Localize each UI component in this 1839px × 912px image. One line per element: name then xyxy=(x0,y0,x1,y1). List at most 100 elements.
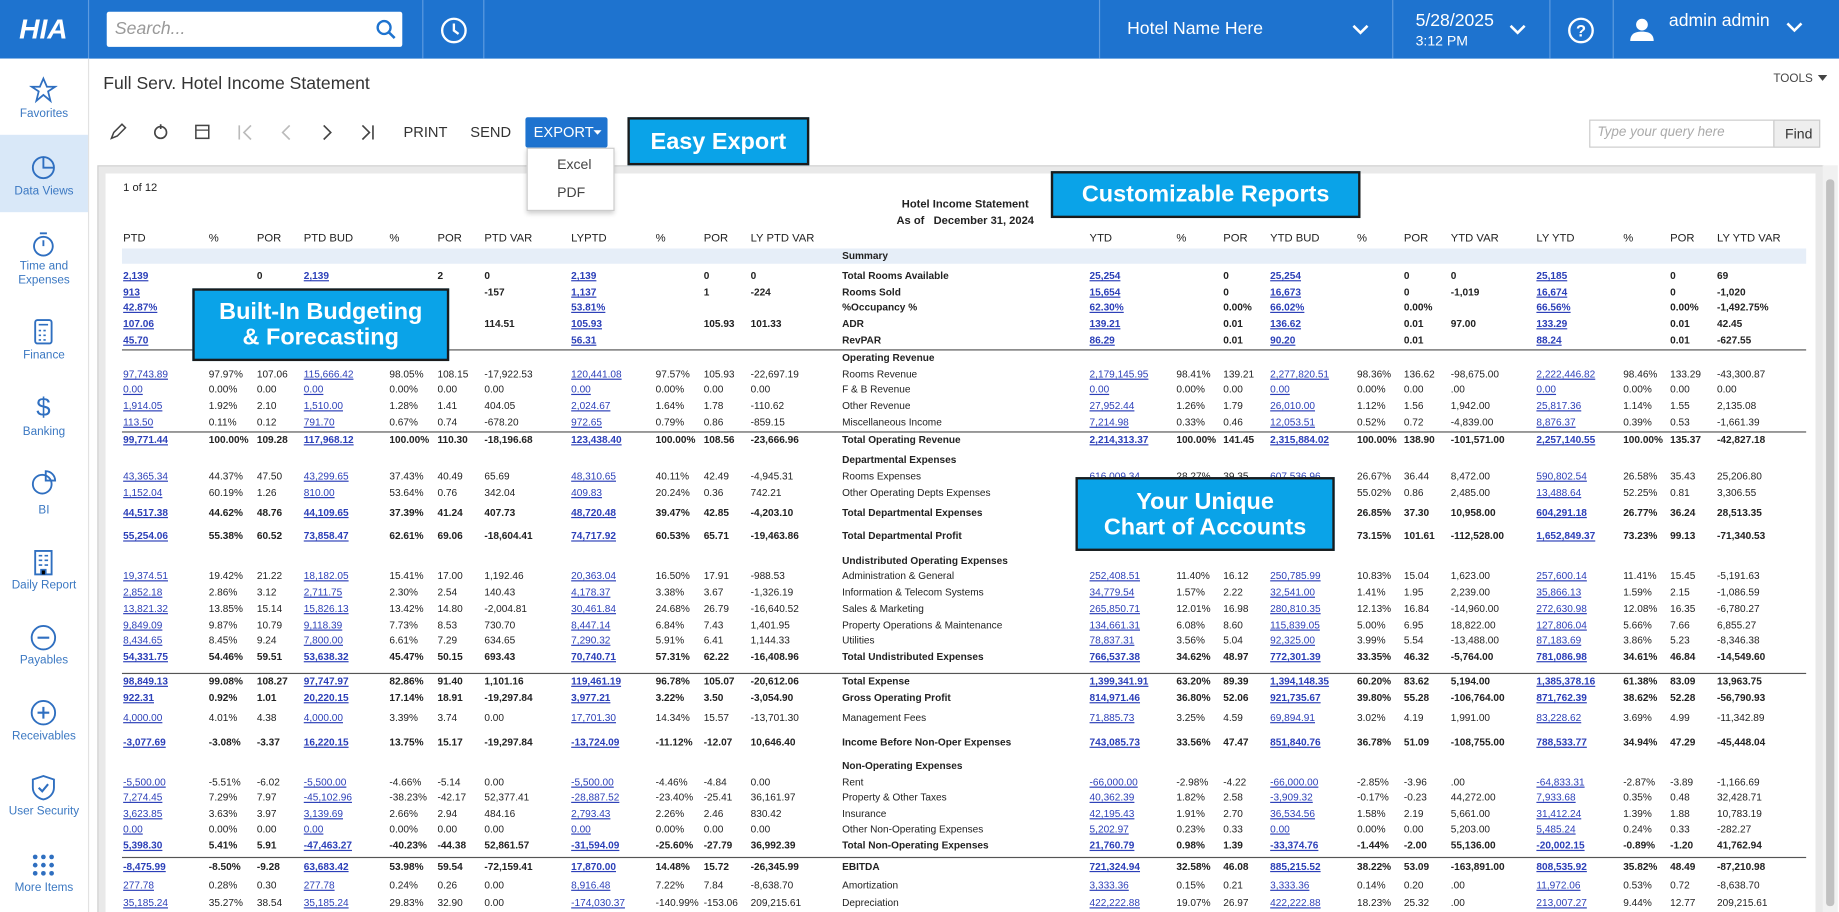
amount-link[interactable]: 3,333.36 xyxy=(1089,879,1129,891)
amount-link[interactable]: 44,517.38 xyxy=(123,506,168,519)
amount-link[interactable]: 0.00 xyxy=(303,383,324,396)
amount-link[interactable]: 70,740.71 xyxy=(571,650,617,663)
amount-link[interactable]: 115,666.42 xyxy=(303,368,354,380)
amount-link[interactable]: -20,002.15 xyxy=(1536,839,1585,852)
amount-link[interactable]: 0.00 xyxy=(1270,383,1290,396)
amount-link[interactable]: 69,894.91 xyxy=(1270,711,1316,724)
amount-link[interactable]: -3,909.32 xyxy=(1270,791,1313,803)
amount-link[interactable]: 8,876.37 xyxy=(1536,416,1576,428)
amount-link[interactable]: 1,652,849.37 xyxy=(1536,529,1596,542)
amount-link[interactable]: 4,178.37 xyxy=(571,586,611,598)
amount-link[interactable]: 1,399,341.91 xyxy=(1089,675,1149,687)
amount-link[interactable]: 3,333.36 xyxy=(1270,879,1310,891)
amount-link[interactable]: 1,137 xyxy=(571,286,597,298)
amount-link[interactable]: -13,724.09 xyxy=(571,736,620,748)
amount-link[interactable]: 2,024.67 xyxy=(571,399,611,412)
amount-link[interactable]: 808,535.92 xyxy=(1536,860,1587,873)
amount-link[interactable]: 42.87% xyxy=(123,301,158,313)
amount-link[interactable]: 48,310.65 xyxy=(571,470,617,482)
amount-link[interactable]: 590,802.54 xyxy=(1536,470,1587,482)
amount-link[interactable]: 42,195.43 xyxy=(1089,807,1135,820)
amount-link[interactable]: 871,762.39 xyxy=(1536,691,1587,704)
amount-link[interactable]: 25,817.36 xyxy=(1536,399,1582,412)
amount-link[interactable]: 0.00 xyxy=(123,822,143,835)
amount-link[interactable]: 743,085.73 xyxy=(1089,736,1141,748)
amount-link[interactable]: 25,254 xyxy=(1270,269,1302,282)
amount-link[interactable]: 139.21 xyxy=(1089,317,1121,330)
send-button[interactable]: SEND xyxy=(470,124,512,141)
nav-icon[interactable]: $ xyxy=(29,393,57,421)
amount-link[interactable]: 0.00 xyxy=(303,822,324,835)
amount-link[interactable]: 27,952.44 xyxy=(1089,399,1135,412)
nav-icon[interactable] xyxy=(29,774,57,802)
amount-link[interactable]: 99,771.44 xyxy=(123,433,168,446)
amount-link[interactable]: 113.50 xyxy=(123,416,154,428)
amount-link[interactable]: 66.02% xyxy=(1270,301,1305,313)
amount-link[interactable]: 1,385,378.16 xyxy=(1536,675,1596,687)
tools-menu[interactable]: TOOLS xyxy=(1773,72,1813,86)
amount-link[interactable]: 127,806.04 xyxy=(1536,618,1587,631)
date[interactable]: 5/28/2025 xyxy=(1415,10,1494,31)
amount-link[interactable]: 921,735.67 xyxy=(1270,691,1321,704)
amount-link[interactable]: 791.70 xyxy=(303,416,335,428)
amount-link[interactable]: 11,972.06 xyxy=(1536,879,1581,891)
amount-link[interactable]: 63,683.42 xyxy=(303,860,349,873)
nav-label[interactable]: Time and Expenses xyxy=(18,260,70,288)
amount-link[interactable]: 7,214.98 xyxy=(1089,416,1129,428)
amount-link[interactable]: -5,500.00 xyxy=(303,776,347,788)
amount-link[interactable]: 3,623.85 xyxy=(123,807,163,820)
amount-link[interactable]: 252,408.51 xyxy=(1089,569,1141,582)
amount-link[interactable]: 12,053.51 xyxy=(1270,416,1316,428)
amount-link[interactable]: 30,461.84 xyxy=(571,602,617,615)
amount-link[interactable]: 5,202.97 xyxy=(1089,822,1129,835)
amount-link[interactable]: 9,849.09 xyxy=(123,618,163,631)
amount-link[interactable]: 115,839.05 xyxy=(1270,618,1320,631)
amount-link[interactable]: 13,821.32 xyxy=(123,602,168,615)
amount-link[interactable]: 16,674 xyxy=(1536,286,1568,298)
amount-link[interactable]: 92,325.00 xyxy=(1270,634,1316,646)
amount-link[interactable]: 44,109.65 xyxy=(303,506,349,519)
amount-link[interactable]: 277.78 xyxy=(303,879,335,891)
amount-link[interactable]: 90.20 xyxy=(1270,334,1296,346)
amount-link[interactable]: 5,398.30 xyxy=(123,839,163,852)
amount-link[interactable]: 16,673 xyxy=(1270,286,1302,298)
amount-link[interactable]: 2,139 xyxy=(123,269,149,282)
find-button[interactable]: Find xyxy=(1773,119,1821,148)
nav-label[interactable]: Finance xyxy=(23,349,65,363)
nav-label[interactable]: User Security xyxy=(8,805,80,819)
amount-link[interactable]: 2,852.18 xyxy=(123,586,163,598)
amount-link[interactable]: 78,837.31 xyxy=(1089,634,1135,646)
nav-icon[interactable] xyxy=(29,851,57,879)
amount-link[interactable]: 1,394,148.35 xyxy=(1270,675,1330,687)
amount-link[interactable]: 35,185.24 xyxy=(303,896,349,909)
amount-link[interactable]: 8,434.65 xyxy=(123,634,163,646)
amount-link[interactable]: 74,717.92 xyxy=(571,529,617,542)
amount-link[interactable]: 86.29 xyxy=(1089,334,1115,346)
amount-link[interactable]: 3,139.69 xyxy=(303,807,343,820)
nav-icon[interactable] xyxy=(29,469,57,497)
nav-label[interactable]: Favorites xyxy=(19,107,69,121)
nav-icon[interactable] xyxy=(29,699,57,727)
amount-link[interactable]: 17,870.00 xyxy=(571,860,617,873)
amount-link[interactable]: -64,833.31 xyxy=(1536,776,1585,788)
amount-link[interactable]: 257,600.14 xyxy=(1536,569,1587,582)
amount-link[interactable]: 616,009.34 xyxy=(1089,470,1141,482)
amount-link[interactable]: 26,010.00 xyxy=(1270,399,1316,412)
amount-link[interactable]: 136.62 xyxy=(1270,317,1302,330)
amount-link[interactable]: 87,183.69 xyxy=(1536,634,1582,646)
amount-link[interactable]: 0.00 xyxy=(1536,383,1557,396)
amount-link[interactable]: 48,720.48 xyxy=(571,506,617,519)
amount-link[interactable]: 83,228.62 xyxy=(1536,711,1582,724)
amount-link[interactable]: 71,885.73 xyxy=(1089,711,1135,724)
amount-link[interactable]: 54,331.75 xyxy=(123,650,168,663)
amount-link[interactable]: 851,840.76 xyxy=(1270,736,1321,748)
amount-link[interactable]: 810.00 xyxy=(303,486,335,499)
amount-link[interactable]: 9,118.39 xyxy=(303,618,343,631)
amount-link[interactable]: 1,510.00 xyxy=(303,399,343,412)
nav-icon[interactable] xyxy=(29,318,57,346)
amount-link[interactable]: 62.30% xyxy=(1089,301,1124,313)
amount-link[interactable]: 55,254.06 xyxy=(123,529,168,542)
nav-label[interactable]: Payables xyxy=(19,654,69,668)
nav-icon[interactable] xyxy=(29,549,57,577)
amount-link[interactable]: 213,007.27 xyxy=(1536,896,1587,909)
